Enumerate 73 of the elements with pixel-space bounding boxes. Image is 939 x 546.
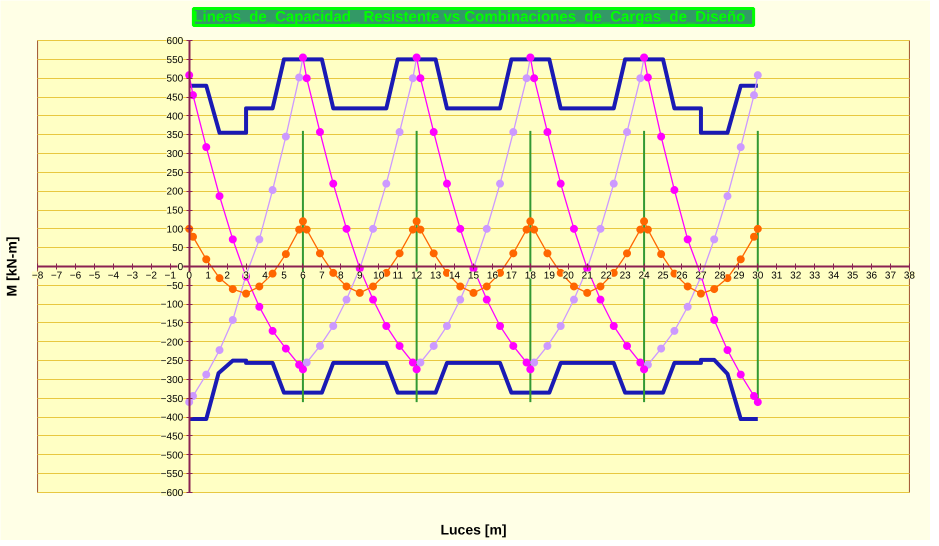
x-tick-label: 33 (809, 270, 821, 282)
y-tick-label: −450 (160, 431, 184, 442)
y-tick-label: 250 (166, 168, 184, 179)
x-tick-label: 34 (828, 270, 840, 282)
x-tick-label: 0 (186, 270, 192, 282)
x-tick-label: 35 (847, 270, 859, 282)
x-tick-label: −7 (50, 270, 63, 282)
x-tick-label: 25 (657, 270, 670, 282)
x-tick-label: 4 (262, 270, 268, 282)
x-tick-label: 13 (430, 270, 442, 282)
x-tick-label: −5 (88, 270, 101, 282)
x-tick-label: 9 (357, 270, 363, 282)
y-tick-label: −200 (160, 337, 184, 348)
x-tick-label: −8 (32, 270, 44, 282)
x-tick-label: 2 (224, 270, 230, 282)
y-tick-label: −550 (160, 469, 184, 480)
y-tick-label: 500 (166, 74, 184, 85)
x-tick-label: 12 (411, 270, 423, 282)
x-tick-label: 30 (752, 270, 764, 282)
x-tick-label: 21 (582, 270, 594, 282)
x-tick-label: 36 (866, 270, 878, 282)
x-tick-label: 1 (205, 270, 212, 282)
y-tick-label: −100 (160, 300, 184, 311)
x-tick-label: −6 (70, 270, 82, 282)
x-tick-label: 37 (884, 270, 896, 282)
x-tick-label: 28 (714, 270, 726, 282)
x-tick-label: 17 (506, 270, 518, 282)
x-tick-label: 18 (524, 270, 536, 282)
y-tick-label: 0 (178, 262, 184, 273)
x-tick-label: −2 (146, 270, 158, 282)
y-axis-title: M [kN-m] (4, 236, 20, 296)
x-tick-label: 7 (319, 270, 326, 282)
y-tick-label: −250 (160, 356, 184, 368)
x-tick-label: 23 (620, 270, 632, 282)
x-tick-label: 15 (468, 270, 480, 282)
x-tick-label: 14 (448, 270, 461, 282)
x-tick-label: 19 (544, 270, 556, 282)
y-tick-label: −50 (166, 280, 184, 292)
y-tick-label: 450 (166, 92, 184, 104)
x-tick-label: 32 (790, 270, 802, 282)
y-tick-label: 300 (166, 149, 184, 160)
x-tick-label: 6 (300, 270, 306, 282)
x-tick-label: 8 (338, 270, 344, 282)
y-tick-label: 50 (172, 243, 184, 254)
y-tick-label: −400 (160, 412, 184, 424)
y-tick-label: −300 (160, 374, 184, 386)
x-tick-label: 22 (600, 270, 612, 282)
y-tick-label: 350 (166, 130, 184, 142)
x-tick-label: 20 (562, 270, 574, 282)
x-tick-label: 29 (733, 270, 745, 282)
x-tick-label: 10 (373, 270, 385, 282)
x-tick-label: 24 (638, 270, 650, 282)
x-axis-title: Luces [m] (440, 522, 507, 538)
x-tick-label: 31 (771, 270, 783, 282)
x-tick-label: 5 (281, 270, 288, 282)
y-tick-label: −150 (160, 318, 184, 330)
y-tick-label: 400 (166, 111, 184, 122)
y-tick-label: 100 (166, 224, 184, 236)
x-tick-label: 27 (695, 270, 707, 282)
x-tick-label: −3 (126, 270, 138, 282)
x-tick-label: 16 (486, 270, 498, 282)
y-tick-label: 150 (166, 206, 184, 217)
x-tick-label: −1 (164, 270, 176, 282)
y-tick-label: −500 (160, 450, 184, 462)
y-tick-label: 550 (166, 54, 184, 66)
x-tick-label: −4 (108, 270, 120, 282)
x-tick-label: 38 (904, 270, 916, 282)
y-tick-label: −350 (160, 394, 184, 405)
y-tick-label: 600 (166, 36, 184, 48)
y-tick-label: 200 (166, 186, 184, 198)
y-tick-label: −600 (160, 488, 184, 499)
x-tick-label: 26 (676, 270, 688, 282)
x-tick-label: 11 (392, 270, 404, 282)
